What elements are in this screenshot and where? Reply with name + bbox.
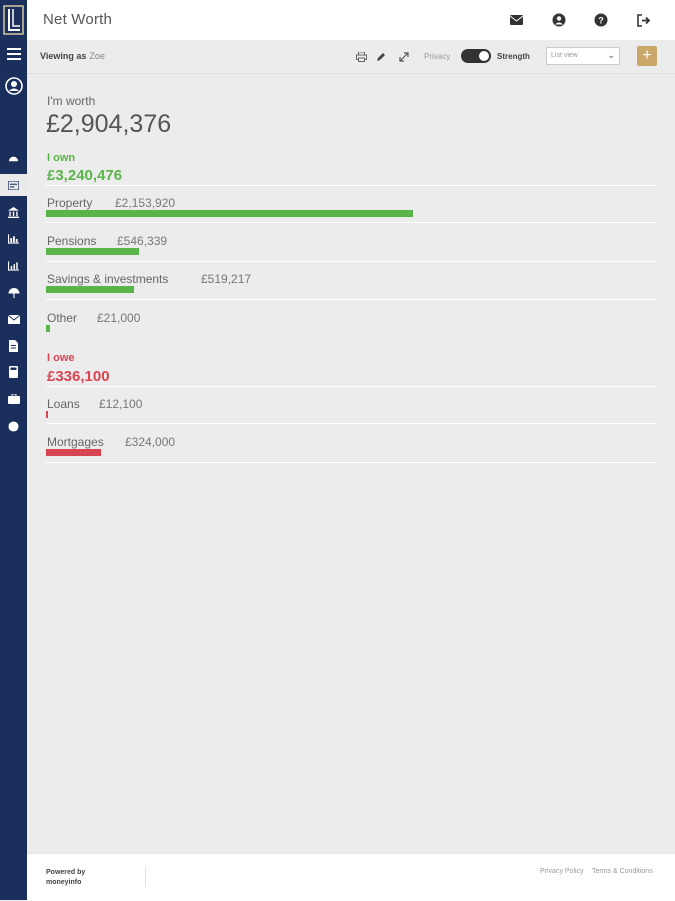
liability-name: Mortgages bbox=[47, 435, 104, 449]
divider bbox=[46, 423, 657, 424]
asset-name: Savings & investments bbox=[47, 272, 169, 286]
footer-divider bbox=[145, 867, 146, 887]
menu-icon[interactable] bbox=[0, 44, 27, 64]
document-icon[interactable] bbox=[0, 336, 27, 356]
privacy-strength-toggle[interactable] bbox=[461, 49, 491, 63]
view-select-value: List view bbox=[551, 52, 578, 59]
liability-amount: £324,000 bbox=[125, 435, 176, 449]
viewing-as-label: Viewing as bbox=[40, 51, 87, 61]
owe-title: I owe bbox=[47, 352, 75, 364]
footer: Powered by moneyinfo Privacy Policy Term… bbox=[27, 853, 675, 901]
logo bbox=[3, 5, 24, 35]
view-select[interactable]: List view ⌄ bbox=[546, 47, 620, 65]
divider bbox=[46, 261, 657, 262]
expand-icon[interactable] bbox=[397, 50, 411, 64]
viewing-as: Viewing as Zoe bbox=[40, 51, 105, 61]
page-title: Net Worth bbox=[43, 11, 113, 28]
bank-icon[interactable] bbox=[0, 202, 27, 222]
net-worth-content: I'm worth £2,904,376 I own £3,240,476 Pr… bbox=[27, 74, 675, 853]
divider bbox=[46, 222, 657, 223]
chart-bar-icon[interactable] bbox=[0, 229, 27, 249]
divider bbox=[46, 185, 657, 186]
worth-value: £2,904,376 bbox=[46, 110, 172, 138]
divider bbox=[46, 462, 657, 463]
profile-icon[interactable] bbox=[0, 76, 27, 96]
worth-label: I'm worth bbox=[47, 94, 96, 108]
mail-icon[interactable] bbox=[506, 10, 526, 30]
strength-label: Strength bbox=[497, 52, 530, 61]
print-icon[interactable] bbox=[354, 50, 368, 64]
asset-amount: £21,000 bbox=[97, 311, 141, 325]
asset-amount: £546,339 bbox=[117, 234, 168, 248]
umbrella-icon[interactable] bbox=[0, 283, 27, 303]
powered-by-label: Powered by bbox=[46, 869, 86, 876]
chevron-down-icon: ⌄ bbox=[607, 50, 615, 60]
dashboard-icon[interactable] bbox=[0, 148, 27, 168]
liability-bar bbox=[46, 411, 48, 418]
chart-analytics-icon[interactable] bbox=[0, 256, 27, 276]
asset-amount: £519,217 bbox=[201, 272, 252, 286]
calculator-icon[interactable] bbox=[0, 362, 27, 382]
privacy-policy-link[interactable]: Privacy Policy bbox=[540, 868, 584, 875]
add-button[interactable]: + bbox=[637, 46, 657, 66]
powered-by: Powered by moneyinfo bbox=[46, 868, 85, 888]
asset-name: Pensions bbox=[47, 234, 97, 248]
asset-amount: £2,153,920 bbox=[115, 196, 176, 210]
logout-icon[interactable] bbox=[634, 10, 654, 30]
globe-icon[interactable] bbox=[0, 416, 27, 436]
asset-bar bbox=[46, 210, 413, 217]
own-total: £3,240,476 bbox=[47, 167, 123, 184]
own-title: I own bbox=[47, 152, 76, 164]
sidebar bbox=[0, 0, 27, 900]
privacy-label: Privacy bbox=[424, 52, 451, 61]
divider bbox=[46, 386, 657, 387]
asset-name: Property bbox=[47, 196, 93, 210]
divider bbox=[46, 299, 657, 300]
liability-name: Loans bbox=[47, 397, 80, 411]
user-icon[interactable] bbox=[549, 10, 569, 30]
mail-icon[interactable] bbox=[0, 309, 27, 329]
owe-total: £336,100 bbox=[47, 368, 110, 385]
liability-amount: £12,100 bbox=[99, 397, 143, 411]
help-icon[interactable]: ? bbox=[591, 10, 611, 30]
net-worth-icon[interactable] bbox=[0, 174, 27, 196]
asset-bar bbox=[46, 248, 139, 255]
liability-bar bbox=[46, 449, 101, 456]
edit-icon[interactable] bbox=[374, 50, 388, 64]
toggle-knob bbox=[479, 51, 489, 61]
svg-text:?: ? bbox=[598, 16, 604, 26]
terms-link[interactable]: Terms & Conditions bbox=[592, 868, 653, 875]
briefcase-icon[interactable] bbox=[0, 389, 27, 409]
asset-bar bbox=[46, 325, 50, 332]
asset-name: Other bbox=[47, 311, 78, 325]
viewing-as-name[interactable]: Zoe bbox=[89, 51, 105, 61]
asset-bar bbox=[46, 286, 134, 293]
top-bar: Net Worth ? bbox=[27, 0, 675, 40]
toolbar: Viewing as Zoe Privacy Strength List view… bbox=[27, 40, 675, 74]
powered-by-brand[interactable]: moneyinfo bbox=[46, 879, 82, 886]
